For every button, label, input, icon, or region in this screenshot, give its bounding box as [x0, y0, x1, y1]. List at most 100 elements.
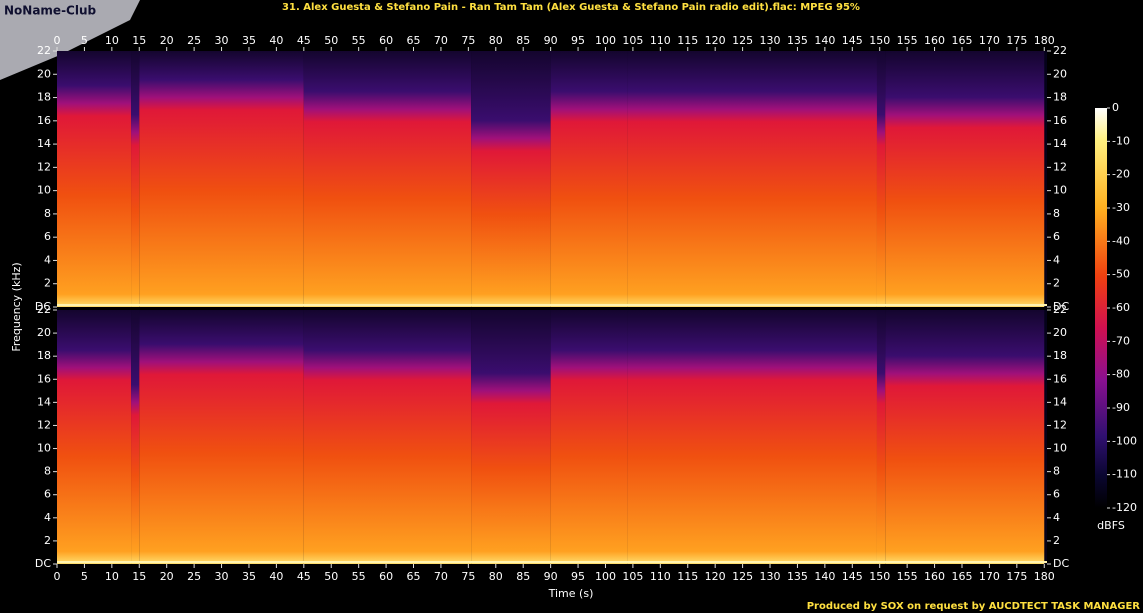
- x-tick-label: 10: [105, 34, 119, 47]
- x-tick-label: 155: [897, 34, 918, 47]
- y-tick-label: DC: [1053, 300, 1069, 313]
- y-tick-label: 6: [1053, 488, 1060, 501]
- y-tick-label: 8: [44, 465, 51, 478]
- x-tick-label: 40: [269, 570, 283, 583]
- x-tick-label: 20: [160, 34, 174, 47]
- x-tick-label: 90: [544, 34, 558, 47]
- spectrum-segment: [885, 310, 1045, 564]
- x-tick-label: 175: [1006, 570, 1027, 583]
- colorbar-tick-label: -100: [1112, 434, 1137, 447]
- spectrum-segment: [471, 310, 551, 564]
- y-tick-label: 2: [1053, 534, 1060, 547]
- x-tick-label: 45: [297, 570, 311, 583]
- x-tick-label: 35: [242, 570, 256, 583]
- y-tick-label: 6: [1053, 230, 1060, 243]
- x-tick-label: 130: [760, 34, 781, 47]
- x-tick-label: 30: [215, 570, 229, 583]
- spectrum-segment: [550, 51, 628, 307]
- y-tick-label: 20: [37, 67, 51, 80]
- x-tick-label: 165: [951, 34, 972, 47]
- y-tick-label: 8: [1053, 465, 1060, 478]
- spectrum-segment: [303, 51, 472, 307]
- x-tick-label: 70: [434, 570, 448, 583]
- spectrum-segment: [139, 310, 304, 564]
- x-tick-label: 160: [924, 570, 945, 583]
- chart-title: 31. Alex Guesta & Stefano Pain - Ran Tam…: [282, 2, 860, 13]
- spectrum-segment: [471, 51, 551, 307]
- y-tick-label: 6: [44, 230, 51, 243]
- y-tick-label: 12: [1053, 160, 1067, 173]
- x-axis-label: Time (s): [548, 587, 594, 600]
- y-tick-label: 4: [1053, 511, 1060, 524]
- x-tick-label: 170: [979, 570, 1000, 583]
- x-tick-label: 110: [650, 570, 671, 583]
- spectrum-segment: [57, 51, 132, 307]
- y-tick-label: 16: [37, 372, 51, 385]
- spectrum-segment: [550, 310, 628, 564]
- x-tick-label: 150: [869, 34, 890, 47]
- x-tick-label: 20: [160, 570, 174, 583]
- spectrum-segment: [876, 51, 886, 307]
- y-tick-label: 6: [44, 488, 51, 501]
- colorbar-tick-label: -70: [1112, 334, 1130, 347]
- colorbar: [1095, 108, 1107, 508]
- x-tick-label: 95: [571, 34, 585, 47]
- x-tick-label: 30: [215, 34, 229, 47]
- x-tick-label: 70: [434, 34, 448, 47]
- colorbar-tick-label: -110: [1112, 468, 1137, 481]
- x-tick-label: 165: [951, 570, 972, 583]
- y-tick-label: 20: [37, 326, 51, 339]
- x-tick-label: 130: [760, 570, 781, 583]
- x-tick-label: 120: [705, 570, 726, 583]
- y-tick-label: 12: [1053, 418, 1067, 431]
- y-tick-label: 10: [37, 184, 51, 197]
- x-tick-label: 5: [81, 570, 88, 583]
- spectrum-segment: [627, 51, 877, 307]
- x-tick-label: 150: [869, 570, 890, 583]
- colorbar-tick-label: 0: [1112, 101, 1119, 114]
- spectrum-segment: [876, 310, 886, 564]
- x-tick-label: 125: [732, 34, 753, 47]
- x-tick-label: 50: [324, 570, 338, 583]
- y-tick-label: 2: [44, 534, 51, 547]
- x-tick-label: 10: [105, 570, 119, 583]
- y-tick-label: 18: [37, 91, 51, 104]
- x-tick-label: 35: [242, 34, 256, 47]
- y-tick-label: DC: [1053, 557, 1069, 570]
- x-tick-label: 25: [187, 570, 201, 583]
- spectrum-segment: [627, 310, 877, 564]
- colorbar-tick-label: -60: [1112, 301, 1130, 314]
- x-tick-label: 85: [516, 570, 530, 583]
- x-tick-label: 105: [622, 570, 643, 583]
- y-tick-label: 18: [37, 349, 51, 362]
- colorbar-tick-label: -80: [1112, 368, 1130, 381]
- x-tick-label: 85: [516, 34, 530, 47]
- x-tick-label: 135: [787, 570, 808, 583]
- y-tick-label: 8: [44, 207, 51, 220]
- x-tick-label: 65: [407, 34, 421, 47]
- spectrum-segment: [885, 51, 1045, 307]
- colorbar-tick-label: -40: [1112, 234, 1130, 247]
- y-tick-label: 22: [37, 44, 51, 57]
- x-tick-label: 145: [842, 570, 863, 583]
- spectrum-segment: [131, 310, 140, 564]
- y-tick-label: 18: [1053, 91, 1067, 104]
- y-tick-label: 14: [37, 137, 51, 150]
- y-tick-label: 12: [37, 418, 51, 431]
- x-tick-label: 120: [705, 34, 726, 47]
- x-tick-label: 0: [54, 34, 61, 47]
- x-tick-label: 15: [132, 34, 146, 47]
- y-tick-label: 14: [37, 395, 51, 408]
- y-tick-label: 22: [37, 303, 51, 316]
- x-tick-label: 55: [352, 570, 366, 583]
- y-tick-label: 20: [1053, 326, 1067, 339]
- y-tick-label: 4: [1053, 253, 1060, 266]
- y-tick-label: 4: [44, 253, 51, 266]
- spectrum-segment: [303, 310, 472, 564]
- x-tick-label: 100: [595, 34, 616, 47]
- y-tick-label: 14: [1053, 137, 1067, 150]
- x-tick-label: 110: [650, 34, 671, 47]
- y-tick-label: 20: [1053, 67, 1067, 80]
- x-tick-label: 75: [461, 34, 475, 47]
